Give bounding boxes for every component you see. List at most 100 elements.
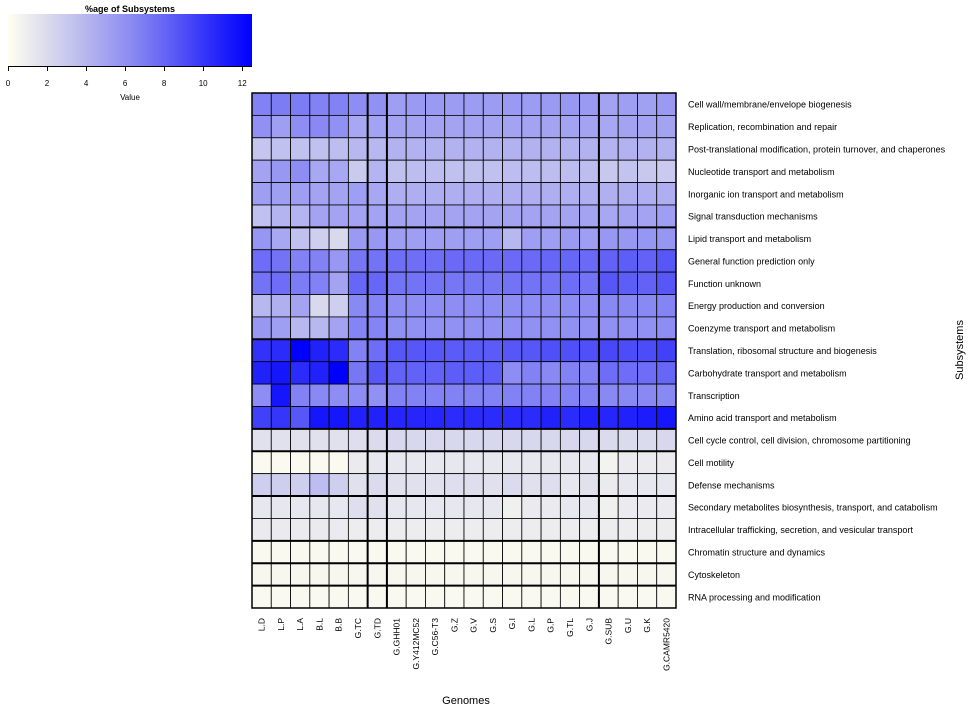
heatmap-cell (309, 406, 330, 430)
heatmap-cell (290, 361, 311, 385)
heatmap-cell (559, 518, 581, 542)
column-label: G.K (642, 618, 652, 633)
heatmap-cell (290, 249, 311, 273)
heatmap-cell (579, 473, 600, 497)
heatmap-cell (251, 585, 272, 609)
legend-value-label: Value (120, 93, 140, 102)
heatmap-cell (559, 294, 581, 318)
heatmap-cell (482, 92, 503, 116)
heatmap-cell (559, 383, 581, 407)
heatmap-cell (540, 294, 561, 318)
heatmap-cell (386, 137, 407, 161)
heatmap-cell (559, 450, 581, 475)
heatmap-cell (251, 518, 272, 542)
heatmap-cell (579, 518, 600, 542)
heatmap-cell (502, 249, 523, 273)
heatmap-cell (270, 294, 291, 318)
heatmap-cell (367, 159, 388, 183)
heatmap-cell (637, 249, 658, 273)
heatmap-cell (579, 495, 600, 519)
heatmap-cell (251, 383, 272, 407)
heatmap-cell (617, 137, 638, 161)
heatmap-cell (347, 226, 369, 251)
heatmap-cell (444, 495, 465, 519)
heatmap-cell (617, 182, 638, 206)
heatmap-cell (617, 473, 638, 497)
column-label: G.S (488, 618, 498, 633)
heatmap-cell (579, 182, 600, 206)
heatmap-cell (521, 406, 542, 430)
legend-tick (242, 67, 244, 71)
heatmap-cell (290, 159, 311, 183)
column-label: G.CAMR5420 (661, 618, 671, 671)
heatmap-cell (637, 495, 658, 519)
heatmap-cell (386, 585, 407, 609)
heatmap-cell (617, 226, 638, 251)
heatmap-cell (482, 249, 503, 273)
heatmap-cell (328, 518, 349, 542)
heatmap-cell (656, 540, 677, 564)
heatmap-cell (386, 316, 407, 340)
legend-tick (86, 67, 88, 71)
column-label: G.U (623, 618, 633, 633)
heatmap-cell (559, 361, 581, 385)
heatmap-cell (309, 114, 330, 139)
heatmap-cell (367, 406, 388, 430)
heatmap-cell (367, 316, 388, 340)
heatmap-cell (347, 204, 369, 228)
row-label: Chromatin structure and dynamics (688, 548, 826, 558)
heatmap-cell (251, 450, 272, 475)
heatmap-cell (405, 406, 426, 430)
heatmap-cell (502, 226, 523, 251)
heatmap-cell (579, 428, 600, 452)
heatmap-cell (328, 473, 349, 497)
heatmap-cell (656, 383, 677, 407)
heatmap-cell (617, 92, 638, 116)
heatmap-cell (482, 473, 503, 497)
heatmap-cell (637, 428, 658, 452)
row-label: General function prediction only (688, 256, 815, 266)
heatmap-cell (425, 450, 446, 475)
heatmap-cell (251, 473, 272, 497)
column-label: G.TL (565, 618, 575, 637)
heatmap-cell (579, 585, 600, 609)
heatmap-cell (425, 406, 446, 430)
heatmap-cell (637, 406, 658, 430)
legend-axis (8, 66, 252, 73)
heatmap-cell (347, 585, 369, 609)
heatmap-cell (425, 92, 446, 116)
heatmap-cell (405, 428, 426, 452)
heatmap-cell (579, 540, 600, 564)
heatmap-cell (598, 585, 619, 609)
legend-tick-label: 0 (5, 79, 11, 88)
heatmap-cell (309, 361, 330, 385)
heatmap-cell (386, 406, 407, 430)
heatmap-cell (598, 540, 619, 564)
heatmap-cell (405, 495, 426, 519)
heatmap-cell (347, 114, 369, 139)
heatmap-cell (386, 383, 407, 407)
heatmap-cell (598, 361, 619, 385)
row-label: Intracellular trafficking, secretion, an… (688, 525, 913, 535)
heatmap-cell (502, 383, 523, 407)
heatmap-cell (579, 271, 600, 295)
heatmap-cell (270, 316, 291, 340)
heatmap-cell (347, 182, 369, 206)
heatmap-cell (347, 271, 369, 295)
heatmap-cell (328, 495, 349, 519)
row-label: Carbohydrate transport and metabolism (688, 368, 847, 378)
heatmap-cell (251, 338, 272, 363)
heatmap-cell (540, 271, 561, 295)
heatmap-cell (656, 518, 677, 542)
heatmap-cell (270, 226, 291, 251)
heatmap-cell (386, 204, 407, 228)
heatmap-cell (463, 316, 484, 340)
heatmap-cell (598, 226, 619, 251)
heatmap-cell (579, 204, 600, 228)
heatmap-cell (386, 518, 407, 542)
heatmap-cell (598, 159, 619, 183)
heatmap-cell (579, 114, 600, 139)
row-label: Coenzyme transport and metabolism (688, 324, 835, 334)
column-label: G.Z (449, 618, 459, 632)
heatmap-cell (309, 338, 330, 363)
